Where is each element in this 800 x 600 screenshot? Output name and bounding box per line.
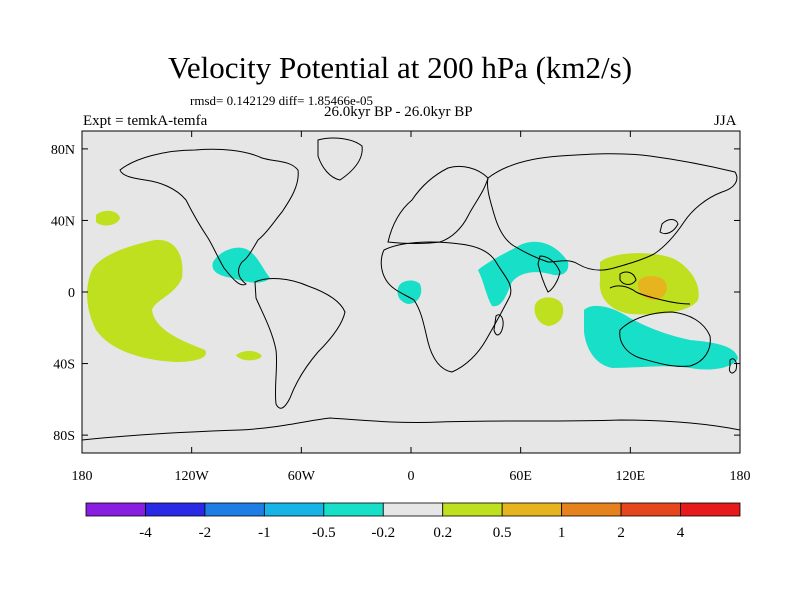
longitude-axis: 180 120W 60W 0 60E 120E 180 bbox=[72, 131, 751, 484]
positive-region-south-pacific bbox=[236, 350, 262, 361]
negative-region-central-america bbox=[212, 247, 270, 283]
experiment-label: Expt = temkA-temfa bbox=[83, 113, 208, 129]
coastline-japan bbox=[659, 219, 679, 235]
colorbar-swatch bbox=[382, 502, 444, 517]
positive-region-north-pacific bbox=[96, 210, 120, 226]
y-tick-label: 80N bbox=[51, 143, 75, 158]
colorbar-swatch bbox=[442, 502, 503, 517]
coastline-asia bbox=[487, 153, 738, 271]
colorbar-swatch bbox=[680, 502, 741, 517]
coastline-australia bbox=[619, 311, 711, 367]
colorbar-level-label: -1 bbox=[258, 525, 271, 541]
colorbar-swatch bbox=[323, 502, 384, 517]
x-tick-label: 60E bbox=[509, 469, 532, 484]
negative-region-gulf-of-guinea bbox=[397, 280, 422, 304]
stats-text: rmsd= 0.142129 diff= 1.85466e-05 bbox=[190, 93, 374, 108]
x-tick-label: 120E bbox=[616, 469, 646, 484]
colorbar-swatch bbox=[620, 502, 681, 517]
coastline-north-america bbox=[119, 148, 299, 286]
colorbar-swatch bbox=[204, 502, 265, 517]
y-tick-label: 0 bbox=[68, 286, 75, 301]
colorbar-swatch bbox=[145, 502, 206, 517]
colorbar-swatch bbox=[263, 502, 325, 517]
strong-positive-region-maritime-continent bbox=[637, 276, 667, 300]
season-label: JJA bbox=[714, 113, 737, 129]
negative-region-australia-south-indian bbox=[584, 305, 738, 370]
colorbar-level-label: 4 bbox=[677, 525, 685, 541]
colorbar: -4 -2 -1 -0.5 -0.2 0.2 0.5 1 2 4 bbox=[85, 502, 741, 541]
x-tick-label: 180 bbox=[72, 469, 93, 484]
colorbar-level-label: 1 bbox=[558, 525, 566, 541]
colorbar-swatch bbox=[561, 502, 622, 517]
coastline-antarctica bbox=[82, 417, 740, 441]
colorbar-level-label: 0.5 bbox=[493, 525, 512, 541]
positive-region-indian-ocean bbox=[534, 297, 564, 326]
coastlines bbox=[82, 137, 740, 441]
x-tick-label: 180 bbox=[730, 469, 751, 484]
coastline-indonesia bbox=[609, 271, 691, 305]
colorbar-level-label: -0.2 bbox=[371, 525, 395, 541]
y-tick-label: 40S bbox=[53, 358, 75, 373]
colorbar-level-label: -0.5 bbox=[312, 525, 336, 541]
coastline-africa bbox=[380, 241, 512, 373]
latitude-axis: 80N 40N 0 40S 80S bbox=[51, 143, 740, 444]
x-tick-label: 0 bbox=[408, 469, 415, 484]
filled-contours bbox=[87, 210, 738, 370]
period-label: 26.0kyr BP - 26.0kyr BP bbox=[324, 104, 473, 120]
y-tick-label: 40N bbox=[51, 214, 75, 229]
negative-region-arabia-east-africa bbox=[478, 241, 569, 307]
coastline-india bbox=[537, 255, 561, 293]
colorbar-level-label: -2 bbox=[199, 525, 212, 541]
map-title: Velocity Potential at 200 hPa (km2/s) bbox=[167, 50, 633, 85]
colorbar-level-label: -4 bbox=[139, 525, 152, 541]
coastline-south-america bbox=[254, 278, 346, 409]
x-tick-label: 120W bbox=[175, 469, 210, 484]
colorbar-swatch bbox=[85, 502, 146, 517]
coastline-greenland bbox=[317, 137, 363, 181]
y-tick-label: 80S bbox=[53, 429, 75, 444]
positive-region-central-pacific bbox=[87, 239, 206, 362]
colorbar-swatch bbox=[501, 502, 563, 517]
x-tick-label: 60W bbox=[288, 469, 316, 484]
colorbar-level-label: 2 bbox=[617, 525, 625, 541]
coastline-new-zealand bbox=[729, 358, 737, 374]
colorbar-level-label: 0.2 bbox=[433, 525, 452, 541]
coastline-madagascar bbox=[493, 314, 504, 336]
